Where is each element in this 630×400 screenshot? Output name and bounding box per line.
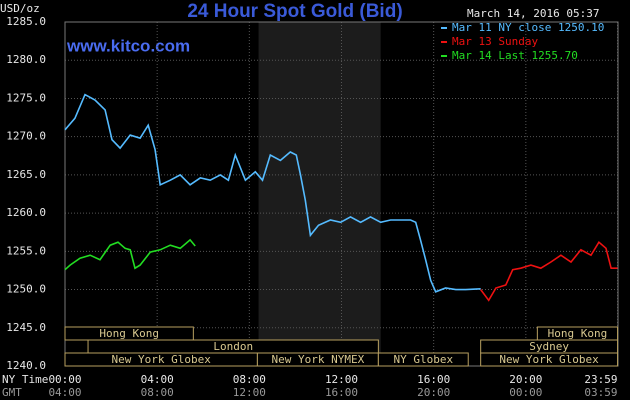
legend-label: Mar 13 Sunday [452,35,538,48]
chart-title: 24 Hour Spot Gold (Bid) [187,1,402,22]
y-tick-label: 1260.0 [6,206,46,219]
session-box [480,352,619,367]
x-tick-label: 04:00 [141,373,174,386]
series-line [480,240,618,302]
x-tick-label: 12:00 [325,373,358,386]
session-label: NY Globex [393,353,453,366]
x-tick-label: 08:00 [233,373,266,386]
session-label: New York NYMEX [272,353,365,366]
x2-axis-label: GMT [2,386,22,399]
x-tick-label: 23:59 [584,373,617,386]
x-tick-label: 16:00 [417,373,450,386]
legend-label: Mar 14 Last 1255.70 [452,49,578,62]
x2-tick-label: 12:00 [233,386,266,399]
x2-tick-label: 03:59 [584,386,617,399]
y-tick-label: 1265.0 [6,168,46,181]
session-label: New York Globex [499,353,599,366]
y-tick-label: 1280.0 [6,53,46,66]
legend-label: Mar 11 NY close 1250.10 [452,21,604,34]
shaded-band [258,22,381,366]
timestamp: March 14, 2016 05:37 [467,7,599,20]
session-label: New York Globex [112,353,212,366]
y-tick-label: 1255.0 [6,244,46,257]
x2-tick-label: 16:00 [325,386,358,399]
session-label: Hong Kong [99,327,159,340]
y-tick-label: 1250.0 [6,283,46,296]
y-tick-label: 1285.0 [6,15,46,28]
y-tick-label: 1275.0 [6,91,46,104]
chart-subtitle: www.kitco.com [66,36,190,55]
session-label: Hong Kong [548,327,608,340]
series-line [64,238,196,271]
y-tick-label: 1270.0 [6,130,46,143]
x-tick-label: 20:00 [509,373,542,386]
x2-tick-label: 04:00 [48,386,81,399]
y-tick-label: 1245.0 [6,321,46,334]
y-axis-label: USD/oz [0,2,40,15]
y-tick-label: 1240.0 [6,359,46,372]
session-label: London [213,340,253,353]
x2-tick-label: 20:00 [417,386,450,399]
series-line [64,93,481,293]
x2-tick-label: 08:00 [141,386,174,399]
x-tick-label: 00:00 [48,373,81,386]
x-axis-label: NY Time [2,373,48,386]
x2-tick-label: 00:00 [509,386,542,399]
session-box [377,352,469,367]
session-label: Sydney [529,340,569,353]
